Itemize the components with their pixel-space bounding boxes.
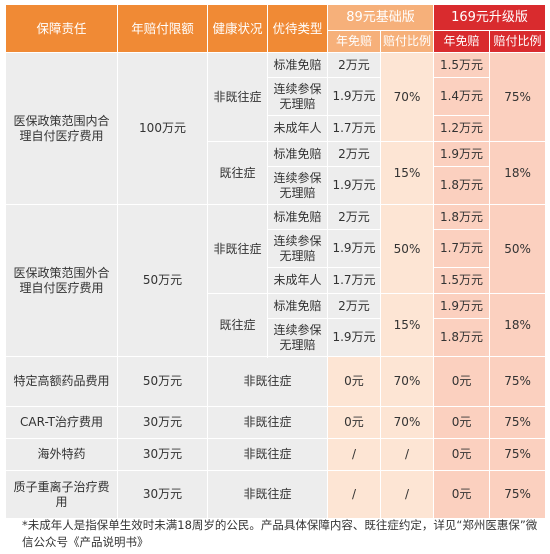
- outer-basic-ratio-preexisting: 15%: [379, 293, 435, 357]
- inner-type: 连续参保无理赔: [267, 166, 328, 205]
- car-t-basic-ratio: 70%: [379, 406, 435, 439]
- car-t-health: 非既往症: [207, 406, 328, 439]
- inner-type: 标准免赔: [267, 52, 328, 78]
- outer-upgrade-deductible: 1.8万元: [433, 318, 491, 357]
- special-drugs-limit: 50万元: [117, 356, 208, 407]
- proton-therapy-limit: 30万元: [117, 470, 208, 519]
- outer-type: 未成年人: [267, 267, 328, 294]
- special-drugs-basic-ratio: 70%: [379, 356, 435, 407]
- special-drugs-upgrade-deductible: 0元: [433, 356, 491, 407]
- special-drugs-upgrade-ratio: 75%: [489, 356, 547, 407]
- inner-type: 连续参保无理赔: [267, 77, 328, 116]
- coverage-inner-limit: 100万元: [117, 52, 208, 205]
- inner-upgrade-deductible: 1.5万元: [433, 52, 491, 78]
- footnote: *未成年人是指保单生效时未满18周岁的公民。产品具体保障内容、既往症约定，详见“…: [22, 518, 538, 549]
- outer-basic-ratio-non-preexisting: 50%: [379, 204, 435, 294]
- inner-basic-ratio-non-preexisting: 70%: [379, 52, 435, 142]
- proton-therapy-basic-deductible: /: [327, 470, 381, 519]
- outer-basic-deductible: 2万元: [327, 204, 381, 230]
- coverage-special-drugs: 特定高额药品费用: [5, 356, 118, 407]
- proton-therapy-basic-ratio: /: [379, 470, 435, 519]
- inner-upgrade-ratio-non-preexisting: 75%: [489, 52, 547, 142]
- inner-upgrade-deductible: 1.9万元: [433, 141, 491, 167]
- inner-basic-deductible: 1.9万元: [327, 77, 381, 116]
- car-t-upgrade-ratio: 75%: [489, 406, 547, 439]
- outer-type: 连续参保无理赔: [267, 229, 328, 268]
- outer-upgrade-ratio-non-preexisting: 50%: [489, 204, 547, 294]
- inner-type: 标准免赔: [267, 141, 328, 167]
- outer-type: 标准免赔: [267, 204, 328, 230]
- coverage-table: 保障责任 年赔付限额 健康状况 优待类型 89元基础版 169元升级版 年免赔 …: [5, 4, 547, 519]
- outer-upgrade-deductible: 1.7万元: [433, 229, 491, 268]
- outer-basic-deductible: 2万元: [327, 293, 381, 319]
- special-drugs-basic-deductible: 0元: [327, 356, 381, 407]
- proton-therapy-upgrade-deductible: 0元: [433, 470, 491, 519]
- inner-upgrade-deductible: 1.2万元: [433, 115, 491, 142]
- car-t-basic-deductible: 0元: [327, 406, 381, 439]
- inner-basic-deductible: 1.7万元: [327, 115, 381, 142]
- overseas-drugs-basic-ratio: /: [379, 438, 435, 471]
- outer-basic-deductible: 1.9万元: [327, 318, 381, 357]
- coverage-car-t: CAR-T治疗费用: [5, 406, 118, 439]
- outer-upgrade-deductible: 1.5万元: [433, 267, 491, 294]
- proton-therapy-health: 非既往症: [207, 470, 328, 519]
- inner-basic-ratio-preexisting: 15%: [379, 141, 435, 205]
- inner-basic-deductible: 1.9万元: [327, 166, 381, 205]
- outer-type: 连续参保无理赔: [267, 318, 328, 357]
- inner-upgrade-deductible: 1.8万元: [433, 166, 491, 205]
- overseas-drugs-basic-deductible: /: [327, 438, 381, 471]
- outer-upgrade-deductible: 1.8万元: [433, 204, 491, 230]
- proton-therapy-upgrade-ratio: 75%: [489, 470, 547, 519]
- header-basic-ratio: 赔付比例: [379, 30, 435, 53]
- inner-upgrade-ratio-preexisting: 18%: [489, 141, 547, 205]
- inner-basic-deductible: 2万元: [327, 141, 381, 167]
- outer-health-preexisting: 既往症: [207, 293, 268, 357]
- outer-upgrade-deductible: 1.9万元: [433, 293, 491, 319]
- header-basic-plan: 89元基础版: [326, 4, 435, 31]
- header-health-status: 健康状况: [207, 4, 268, 53]
- inner-type: 未成年人: [267, 115, 328, 142]
- inner-upgrade-deductible: 1.4万元: [433, 77, 491, 116]
- outer-health-non-preexisting: 非既往症: [207, 204, 268, 294]
- overseas-drugs-upgrade-ratio: 75%: [489, 438, 547, 471]
- car-t-limit: 30万元: [117, 406, 208, 439]
- overseas-drugs-limit: 30万元: [117, 438, 208, 471]
- overseas-drugs-health: 非既往症: [207, 438, 328, 471]
- inner-health-non-preexisting: 非既往症: [207, 52, 268, 142]
- coverage-inner-title: 医保政策范围内合理自付医疗费用: [5, 52, 118, 205]
- outer-basic-deductible: 1.9万元: [327, 229, 381, 268]
- car-t-upgrade-deductible: 0元: [433, 406, 491, 439]
- header-upgrade-plan: 169元升级版: [433, 4, 547, 31]
- coverage-outer-limit: 50万元: [117, 204, 208, 357]
- coverage-overseas-drugs: 海外特药: [5, 438, 118, 471]
- header-upgrade-deductible: 年免赔: [433, 30, 491, 53]
- outer-type: 标准免赔: [267, 293, 328, 319]
- outer-basic-deductible: 1.7万元: [327, 267, 381, 294]
- header-basic-deductible: 年免赔: [327, 30, 381, 53]
- header-annual-limit: 年赔付限额: [117, 4, 208, 53]
- special-drugs-health: 非既往症: [207, 356, 328, 407]
- header-benefit-type: 优待类型: [267, 4, 328, 53]
- inner-basic-deductible: 2万元: [327, 52, 381, 78]
- overseas-drugs-upgrade-deductible: 0元: [433, 438, 491, 471]
- coverage-proton-therapy: 质子重离子治疗费用: [5, 470, 118, 519]
- inner-health-preexisting: 既往症: [207, 141, 268, 205]
- outer-upgrade-ratio-preexisting: 18%: [489, 293, 547, 357]
- header-upgrade-ratio: 赔付比例: [489, 30, 547, 53]
- coverage-outer-title: 医保政策范围外合理自付医疗费用: [5, 204, 118, 357]
- header-coverage: 保障责任: [5, 4, 118, 53]
